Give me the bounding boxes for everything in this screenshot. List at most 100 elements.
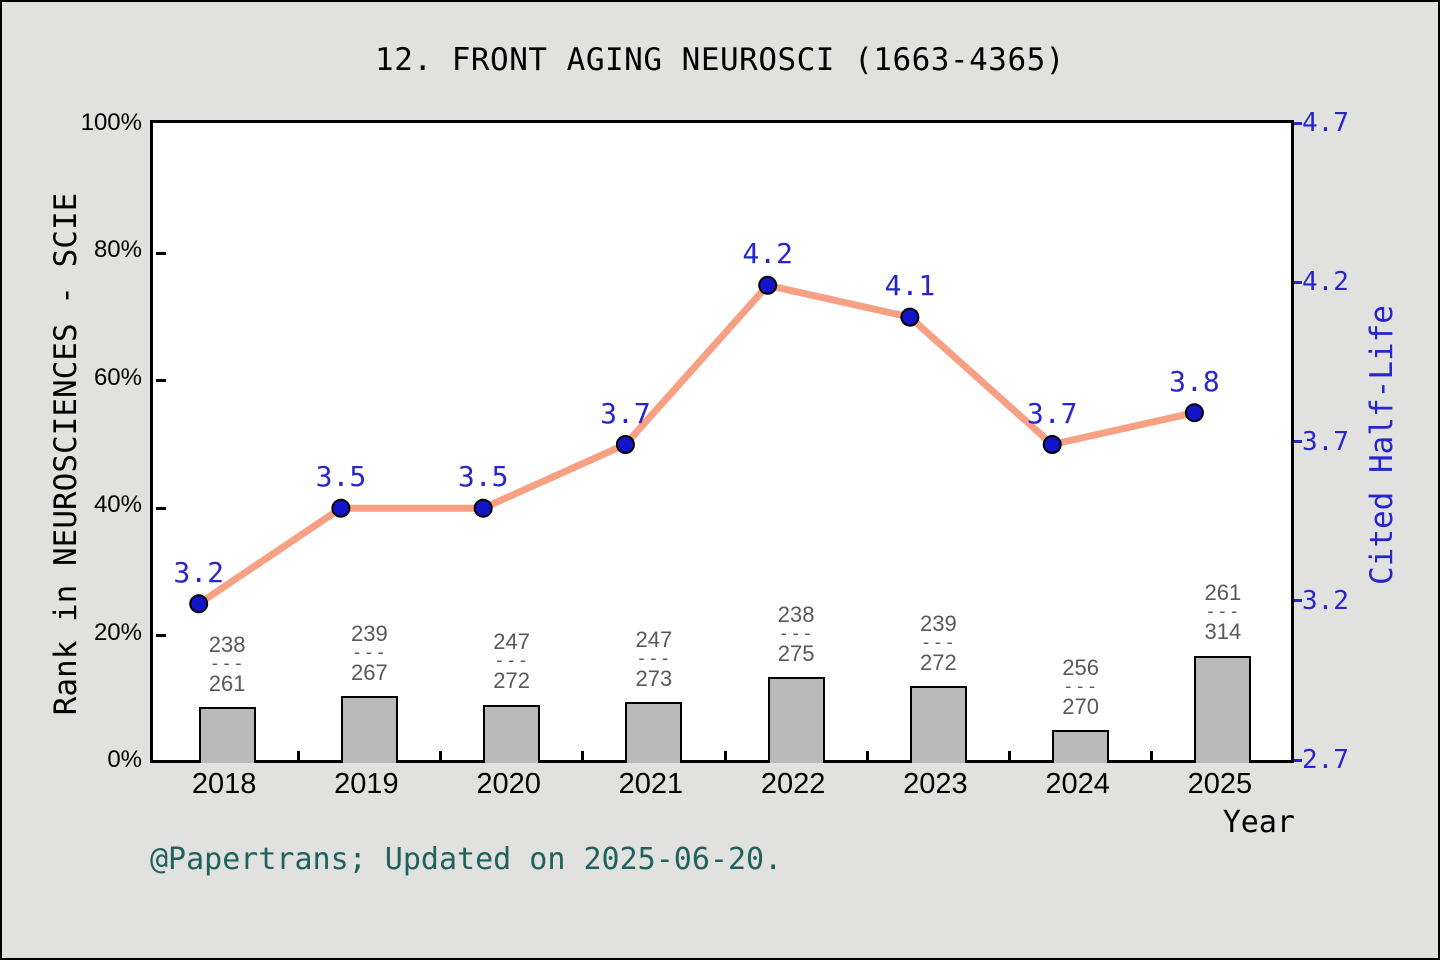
rank-denominator: 275: [777, 641, 815, 667]
rank-denominator: 270: [1062, 693, 1099, 719]
left-tick-mark: [156, 634, 166, 638]
rank-denominator: 272: [920, 649, 957, 675]
bar-2018: [198, 706, 256, 763]
x-tick-label-2018: 2018: [191, 768, 257, 800]
rank-denominator: 314: [1204, 619, 1242, 645]
rank-numerator: 261: [1204, 580, 1242, 606]
right-tick-label-4.7: 4.7: [1302, 108, 1349, 138]
value-label-2023: 4.1: [884, 269, 936, 303]
bar-2024: [1052, 730, 1110, 763]
rank-numerator: 239: [351, 621, 388, 647]
data-point-2022: [758, 275, 778, 295]
x-tick-label-2022: 2022: [760, 768, 826, 800]
x-minor-tick: [1008, 751, 1011, 763]
data-point-2021: [615, 435, 635, 454]
rank-numerator: 238: [777, 602, 815, 628]
fraction-divider: ---: [920, 631, 957, 653]
value-label-2025: 3.8: [1169, 364, 1220, 398]
rank-fraction-2019: 239 --- 267: [351, 622, 388, 684]
x-tick-label-2019: 2019: [334, 768, 399, 800]
left-tick-label-0: 0%: [107, 746, 142, 773]
x-tick-label-2024: 2024: [1045, 768, 1110, 800]
rank-denominator: 267: [351, 660, 388, 686]
rank-fraction-2023: 239 --- 272: [920, 612, 957, 674]
value-label-2021: 3.7: [600, 396, 651, 430]
fraction-divider: ---: [351, 642, 388, 664]
left-tick-mark: [156, 379, 166, 383]
bar-2019: [340, 696, 398, 763]
cited-half-life-line: [189, 275, 1204, 614]
plot-area: 238 --- 261 239 --- 267 247 --- 272 247 --- 273 238-…: [150, 120, 1294, 763]
bar-2025: [1194, 655, 1252, 763]
right-tick-mark: [1294, 758, 1302, 762]
left-tick-label-100: 100%: [80, 109, 142, 136]
fraction-divider: ---: [1205, 601, 1241, 623]
left-tick-mark: [156, 506, 166, 510]
rank-numerator: 247: [635, 627, 673, 653]
x-minor-tick: [1150, 751, 1154, 763]
right-tick-mark: [1294, 440, 1302, 443]
value-label-2020: 3.5: [457, 460, 509, 494]
right-tick-mark: [1294, 121, 1302, 125]
rank-denominator: 272: [493, 668, 530, 694]
rank-fraction-2025: 261 --- 314: [1205, 581, 1242, 643]
left-tick-mark: [156, 251, 166, 255]
data-point-2018: [189, 594, 209, 614]
x-minor-tick: [723, 751, 727, 763]
fraction-divider: ---: [493, 650, 530, 672]
right-tick-label-3.2: 3.2: [1302, 585, 1349, 616]
rank-numerator: 238: [208, 631, 246, 657]
right-tick-mark: [1294, 280, 1302, 284]
left-tick-label-60: 60%: [93, 363, 142, 391]
right-tick-label-2.7: 2.7: [1302, 745, 1349, 775]
line-path: [195, 281, 1198, 608]
right-tick-label-4.2: 4.2: [1302, 267, 1349, 298]
x-tick-label-2025: 2025: [1187, 768, 1253, 800]
bar-2023: [909, 685, 967, 763]
x-minor-tick: [581, 751, 585, 763]
bar-2022: [767, 677, 825, 763]
data-point-2019: [331, 498, 351, 518]
right-tick-label-3.7: 3.7: [1302, 426, 1349, 457]
left-tick-label-80: 80%: [93, 236, 142, 264]
value-label-2019: 3.5: [315, 460, 367, 494]
rank-denominator: 273: [635, 666, 673, 692]
x-minor-tick: [439, 751, 442, 763]
x-tick-label-2021: 2021: [618, 768, 684, 800]
value-label-2022: 4.2: [742, 237, 793, 271]
rank-fraction-2022: 238 --- 275: [778, 603, 815, 665]
fraction-divider: ---: [636, 648, 672, 670]
rank-fraction-2018: 238 --- 261: [209, 633, 246, 695]
x-minor-tick: [296, 751, 300, 763]
right-axis-title: Cited Half-Life: [1364, 305, 1400, 585]
x-minor-tick: [865, 751, 869, 763]
footer-credit: @Papertrans; Updated on 2025-06-20.: [150, 842, 783, 877]
plot-inner: 238 --- 261 239 --- 267 247 --- 272 247 --- 273 238-…: [156, 126, 1294, 763]
data-point-2020: [473, 498, 493, 518]
rank-numerator: 239: [920, 610, 957, 636]
rank-fraction-2024: 256 --- 270: [1062, 656, 1099, 718]
value-label-2018: 3.2: [173, 555, 224, 589]
value-label-2024: 3.7: [1026, 396, 1078, 430]
rank-numerator: 247: [493, 629, 530, 655]
x-tick-label-2023: 2023: [903, 768, 968, 800]
rank-fraction-2020: 247 --- 272: [493, 630, 530, 692]
data-point-2025: [1184, 403, 1204, 423]
x-tick-label-2020: 2020: [476, 768, 541, 800]
rank-fraction-2021: 247 --- 273: [636, 628, 673, 690]
data-point-2023: [900, 307, 920, 327]
bar-2020: [483, 704, 541, 763]
rank-denominator: 261: [208, 670, 246, 696]
rank-numerator: 256: [1062, 654, 1099, 680]
data-point-2024: [1042, 435, 1062, 454]
fraction-divider: ---: [209, 652, 245, 674]
fraction-divider: ---: [1062, 675, 1099, 697]
x-axis-title: Year: [1222, 805, 1295, 840]
chart-title: 12. FRONT AGING NEUROSCI (1663-4365): [375, 42, 1065, 78]
left-tick-label-20: 20%: [93, 618, 142, 646]
bar-2021: [625, 702, 683, 763]
right-tick-mark: [1294, 599, 1302, 603]
fraction-divider: ---: [778, 623, 814, 645]
left-tick-label-40: 40%: [93, 491, 142, 519]
